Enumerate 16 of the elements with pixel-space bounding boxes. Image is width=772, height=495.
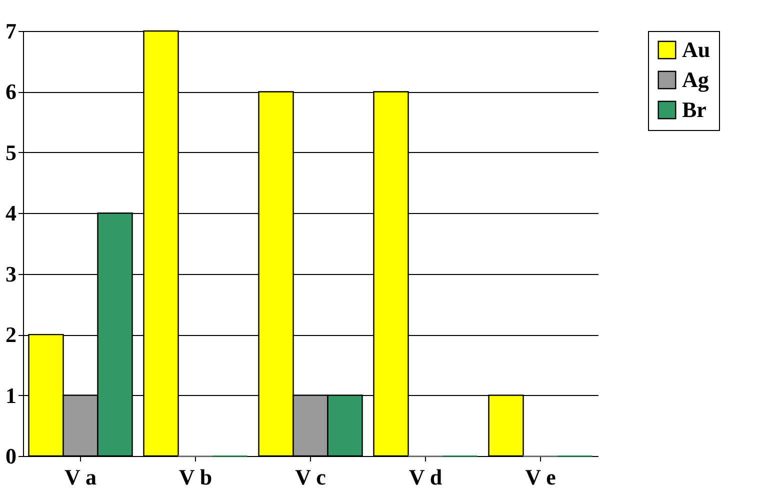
y-tick-label: 0 [6,444,16,468]
y-tick-label: 1 [6,382,16,408]
x-tick-label: V b [178,464,212,490]
legend-label: Br [682,97,707,122]
x-tick-label: V d [408,464,442,490]
y-tick-label: 3 [6,261,16,286]
x-tick-label: V c [295,464,326,490]
x-tick-label: V a [64,464,96,490]
legend-label: Au [682,37,710,62]
y-tick-label: 2 [6,322,16,348]
y-tick-label: 5 [6,140,16,165]
x-tick-label: V e [525,464,556,490]
y-tick-label: 7 [6,18,16,44]
y-tick-label: 4 [6,200,16,226]
legend-label: Ag [682,67,709,92]
y-tick-label: 6 [6,79,16,104]
